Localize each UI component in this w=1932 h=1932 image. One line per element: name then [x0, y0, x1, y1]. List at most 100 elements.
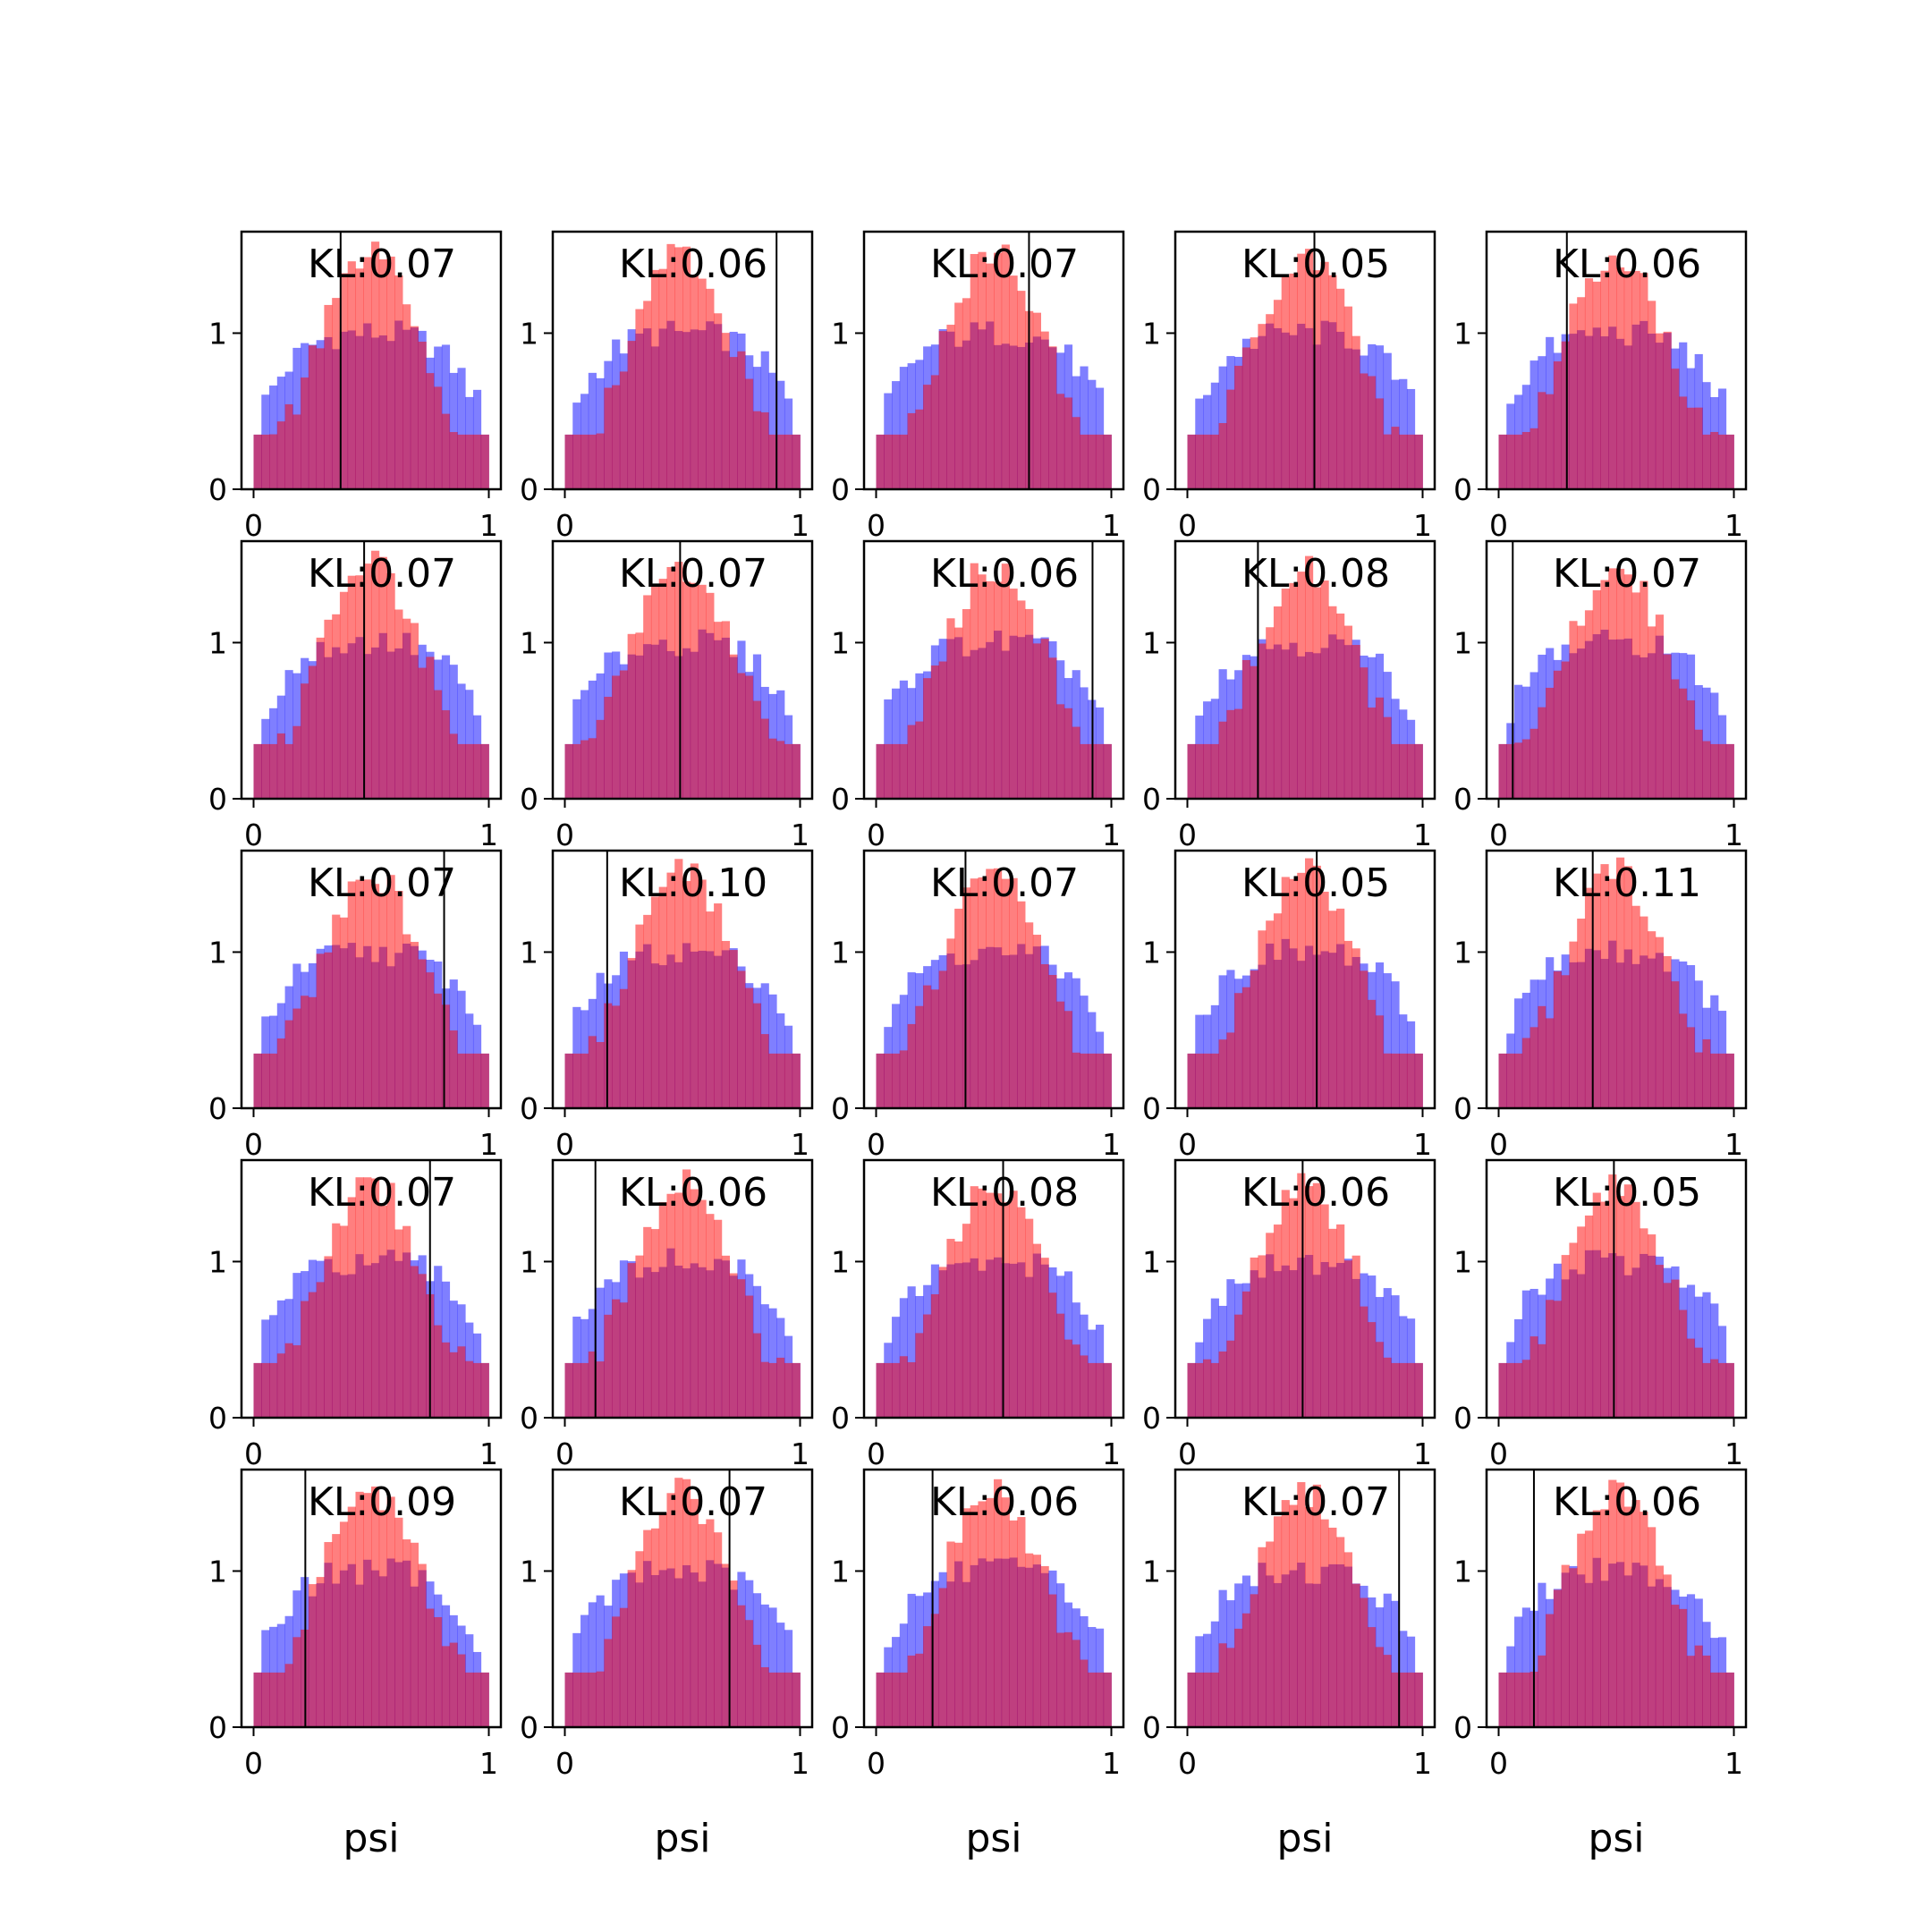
red-bar: [1056, 394, 1065, 489]
y-tick-label: 1: [1453, 625, 1472, 660]
red-bar: [1561, 975, 1570, 1108]
red-bar: [1530, 728, 1538, 799]
red-bar: [1569, 1568, 1578, 1727]
blue-bar: [449, 665, 458, 799]
red-bar: [1498, 743, 1507, 799]
x-tick-label: 0: [1489, 1436, 1508, 1471]
red-bar: [564, 1053, 573, 1108]
red-bar: [1080, 1053, 1089, 1108]
red-bar: [1399, 743, 1408, 799]
red-bar: [1218, 1351, 1227, 1418]
y-tick-label: 0: [208, 782, 227, 817]
red-bar: [938, 661, 947, 799]
axes-frame: [1485, 230, 1748, 491]
red-bar: [1305, 1506, 1314, 1727]
red-bar: [1375, 697, 1385, 799]
red-bar: [472, 1053, 482, 1108]
x-tick-label: 0: [867, 1127, 886, 1162]
red-bar: [643, 595, 652, 799]
red-bar: [650, 896, 660, 1108]
x-tick-label: 1: [1102, 508, 1121, 543]
red-bar: [588, 434, 597, 489]
red-bar: [690, 582, 699, 799]
red-bar: [1001, 1497, 1010, 1727]
red-bar: [635, 309, 644, 489]
y-tick-label: 1: [208, 625, 227, 660]
red-bar: [371, 1486, 380, 1727]
red-bar: [371, 550, 380, 799]
panel-10: 0 1 0 1 KL:0.07: [1453, 539, 1748, 852]
red-bar: [394, 1517, 403, 1727]
red-bar: [253, 1362, 262, 1418]
red-bar: [892, 434, 901, 489]
red-bar: [792, 1362, 801, 1418]
red-bar: [604, 697, 613, 799]
panel-25: 0 1 0 1 KL:0.06 psi: [1453, 1468, 1748, 1861]
red-bar: [1725, 743, 1734, 799]
red-bar: [1001, 878, 1010, 1108]
red-bar: [472, 743, 482, 799]
red-bar: [1250, 970, 1258, 1108]
red-bar: [596, 1361, 605, 1418]
blue-bar: [1694, 980, 1703, 1108]
red-bar: [1343, 1260, 1352, 1418]
red-bar: [752, 1644, 762, 1727]
red-bar: [1305, 858, 1314, 1108]
red-bar: [324, 304, 333, 489]
red-bar: [480, 1053, 489, 1108]
red-bar: [1694, 1347, 1703, 1418]
red-bar: [1577, 919, 1586, 1108]
x-tick-label: 1: [1102, 1127, 1121, 1162]
red-bar: [332, 298, 341, 489]
red-bar: [1600, 580, 1609, 799]
red-bar: [572, 743, 581, 799]
y-tick-label: 0: [831, 1091, 850, 1126]
red-bar: [978, 1188, 987, 1418]
red-bar: [706, 1214, 715, 1418]
red-bar: [292, 725, 301, 799]
red-bar: [580, 434, 589, 489]
red-bar: [572, 1672, 581, 1727]
blue-bar: [1080, 366, 1089, 489]
red-bar: [1032, 1243, 1041, 1418]
red-bar: [1103, 1053, 1112, 1108]
red-bar: [1025, 1553, 1034, 1727]
red-bar: [938, 1588, 947, 1727]
red-bar: [1553, 1589, 1563, 1727]
red-bar: [729, 1580, 738, 1727]
red-bar: [884, 1053, 893, 1108]
red-bar: [434, 690, 443, 799]
red-bar: [1281, 1190, 1290, 1418]
red-bar: [1056, 1313, 1065, 1418]
red-bar: [269, 434, 278, 489]
red-bar: [899, 743, 908, 799]
red-bar: [1679, 1309, 1688, 1418]
red-bar: [418, 667, 427, 799]
red-bar: [650, 584, 660, 799]
red-bar: [580, 740, 589, 799]
red-bar: [402, 934, 411, 1108]
red-bar: [706, 288, 715, 489]
x-tick-label: 0: [555, 1746, 574, 1781]
red-bar: [1694, 1052, 1703, 1108]
red-bar: [1538, 1655, 1546, 1727]
red-bar: [792, 743, 801, 799]
red-bar: [650, 269, 660, 489]
red-bar: [674, 562, 683, 799]
red-bar: [324, 1256, 333, 1418]
red-bar: [1506, 434, 1515, 489]
red-bar: [930, 665, 940, 799]
y-tick-label: 0: [1453, 782, 1472, 817]
red-bar: [347, 261, 356, 489]
kl-annotation: KL:0.06: [619, 242, 767, 287]
kl-annotation: KL:0.10: [619, 860, 767, 906]
red-bar: [619, 988, 629, 1108]
red-bar: [1266, 1233, 1275, 1418]
red-bar: [480, 743, 489, 799]
red-bar: [1514, 434, 1523, 489]
red-bar: [674, 859, 683, 1108]
red-bar: [564, 1362, 573, 1418]
red-bar: [1040, 331, 1049, 489]
axes-frame: [1485, 1158, 1748, 1419]
red-bar: [580, 1672, 589, 1727]
